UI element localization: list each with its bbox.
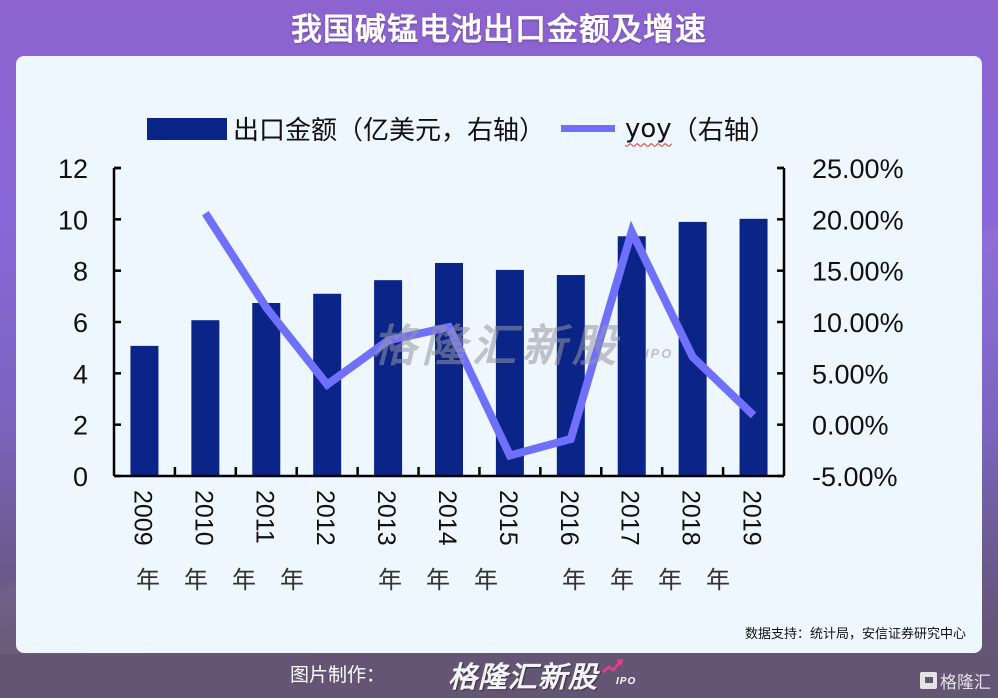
x-tick-2009: 2009 bbox=[128, 490, 156, 546]
legend-bar-label: 出口金额（亿美元，右轴） bbox=[233, 116, 546, 146]
x-tick-suffix: 年 bbox=[136, 567, 160, 594]
page-title: 我国碱锰电池出口金额及增速 bbox=[291, 12, 707, 48]
bar-2013 bbox=[374, 280, 403, 476]
x-tick-suffix: 年 bbox=[610, 567, 634, 594]
right-axis-tick: 10.00% bbox=[812, 308, 904, 338]
x-tick-suffix: 年 bbox=[658, 567, 682, 594]
x-tick-suffix: 年 bbox=[562, 567, 586, 594]
left-axis-tick: 6 bbox=[73, 308, 88, 338]
x-tick-suffix: 年 bbox=[184, 567, 208, 594]
legend-bar-swatch bbox=[147, 117, 227, 140]
bar-2014 bbox=[435, 262, 463, 476]
bar-2019 bbox=[739, 218, 768, 476]
right-axis-tick: 25.00% bbox=[812, 154, 904, 184]
left-axis-tick: 12 bbox=[58, 154, 88, 184]
x-tick-2011: 2011 bbox=[250, 490, 278, 544]
x-tick-suffix: 年 bbox=[426, 567, 450, 594]
x-tick-suffix: 年 bbox=[378, 567, 402, 594]
chart-legend: 出口金额（亿美元，右轴） yoy （右轴） bbox=[147, 110, 776, 147]
legend-line-swatch bbox=[561, 125, 616, 132]
x-tick-2012: 2012 bbox=[311, 490, 339, 546]
footer-bar bbox=[0, 654, 998, 698]
x-tick-suffix: 年 bbox=[706, 567, 730, 594]
x-tick-2014: 2014 bbox=[433, 490, 461, 546]
left-axis-tick: 2 bbox=[73, 411, 88, 441]
footer-brand: 格隆汇新股 bbox=[448, 660, 599, 694]
x-axis-labels: 2009 2010 2011 2012 2013 2014 2015 2016 2017 2018… bbox=[128, 490, 765, 594]
x-tick-2018: 2018 bbox=[677, 490, 705, 546]
bar-2016 bbox=[556, 275, 585, 476]
x-tick-suffix: 年 bbox=[232, 567, 256, 594]
right-axis-tick: 20.00% bbox=[812, 205, 904, 235]
x-tick-2013: 2013 bbox=[372, 490, 400, 546]
left-axis-tick: 8 bbox=[73, 257, 88, 287]
legend-line-label: yoy bbox=[625, 113, 672, 144]
x-tick-2010: 2010 bbox=[189, 490, 217, 546]
data-source: 数据支持：统计局，安信证券研究中心 bbox=[744, 627, 966, 642]
left-axis-labels: 0 2 4 6 8 10 12 bbox=[58, 154, 88, 492]
right-axis-tick: 5.00% bbox=[812, 359, 889, 389]
watermark: 格隆汇新股 bbox=[372, 321, 622, 372]
logo-icon bbox=[920, 672, 937, 689]
x-tick-suffix: 年 bbox=[280, 567, 304, 594]
gelonghui-logo: 格隆汇 bbox=[920, 668, 991, 693]
x-tick-2019: 2019 bbox=[738, 490, 766, 546]
trend-arrow-icon bbox=[602, 659, 623, 673]
right-axis-tick: -5.00% bbox=[812, 462, 898, 492]
legend-line-suffix: （右轴） bbox=[671, 116, 776, 146]
yoy-line bbox=[202, 211, 757, 461]
footer-ipo: IPO bbox=[616, 676, 637, 687]
bar-2011 bbox=[252, 303, 281, 476]
watermark-ipo: IPO bbox=[645, 346, 674, 361]
bar-2010 bbox=[191, 320, 220, 476]
x-tick-2016: 2016 bbox=[555, 490, 583, 546]
x-tick-2015: 2015 bbox=[494, 490, 522, 546]
x-tick-suffix: 年 bbox=[474, 567, 498, 594]
right-axis-tick: 15.00% bbox=[812, 257, 904, 287]
left-axis-tick: 10 bbox=[58, 205, 88, 235]
footer-credit-label: 图片制作： bbox=[290, 664, 386, 686]
left-axis-tick: 4 bbox=[73, 359, 88, 389]
logo-text: 格隆汇 bbox=[940, 673, 991, 693]
x-tick-2017: 2017 bbox=[616, 490, 644, 546]
right-axis-labels: -5.00% 0.00% 5.00% 10.00% 15.00% 20.00% 25.00% bbox=[812, 154, 904, 492]
left-axis-tick: 0 bbox=[73, 462, 88, 492]
axes bbox=[112, 166, 786, 478]
bar-2009 bbox=[130, 345, 159, 476]
right-axis-tick: 0.00% bbox=[812, 411, 889, 441]
